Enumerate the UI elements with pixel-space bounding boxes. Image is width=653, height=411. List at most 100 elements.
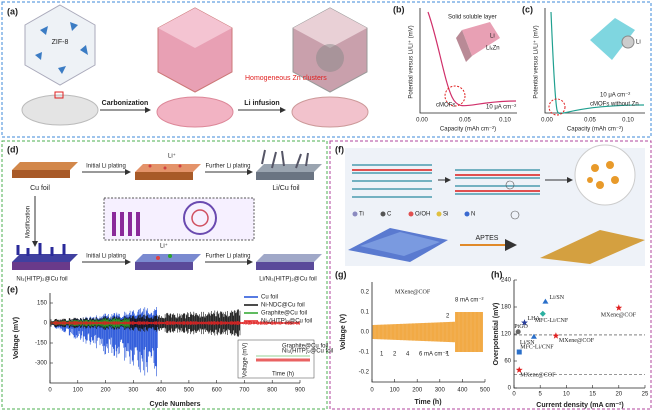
- point-label: Li/SN: [520, 340, 535, 346]
- x-tick-label: 700: [239, 388, 250, 394]
- illustration: [352, 164, 432, 198]
- x-tick-label: 100: [390, 388, 401, 394]
- illustration: [135, 254, 201, 262]
- illustration: [1, 1, 652, 138]
- illustration: [12, 254, 78, 262]
- illustration: Ti C O/OH Si N: [352, 211, 475, 218]
- point-label: LHA: [527, 316, 540, 322]
- illustration: [352, 169, 540, 192]
- legend-label: Si: [443, 212, 448, 218]
- illustration: [591, 164, 599, 172]
- label: Further Li plating: [205, 254, 250, 260]
- data-point: [552, 332, 560, 339]
- illustration: [70, 22, 78, 31]
- x-tick-label: 0: [48, 388, 52, 394]
- illustration: [611, 176, 619, 184]
- legend-dot: [436, 211, 442, 217]
- illustration: [168, 254, 172, 258]
- label: 0.10: [622, 118, 634, 124]
- point-label: MFC-Li/CNF: [520, 344, 554, 350]
- label: APTES: [476, 235, 499, 242]
- illustration: [574, 144, 636, 206]
- label: (h): [491, 269, 503, 279]
- illustration: [103, 197, 255, 241]
- label: Time (h): [272, 372, 294, 378]
- illustration: [58, 66, 66, 74]
- data-point: [530, 333, 537, 339]
- label: 0.10: [499, 118, 511, 124]
- label: Capacity (mAh cm⁻²): [440, 127, 496, 133]
- data-point: [542, 298, 549, 304]
- voltage-trace: [372, 312, 483, 352]
- data-point: [615, 304, 623, 311]
- illustration: [456, 30, 472, 62]
- illustration: [293, 8, 367, 48]
- illustration: [163, 166, 167, 170]
- illustration: [12, 162, 78, 170]
- label: Graphite@Cu foil: [282, 344, 328, 350]
- label: Current density (mA cm⁻²): [536, 402, 623, 409]
- x-tick-label: 800: [267, 388, 278, 394]
- label: Solid soluble layer: [448, 15, 497, 21]
- illustration: [12, 170, 70, 178]
- illustration: [35, 52, 42, 60]
- illustration: [329, 140, 652, 410]
- label: 1: [446, 352, 450, 358]
- label: cMOFs: [436, 103, 455, 109]
- label: Initial Li plating: [86, 254, 126, 260]
- illustration: [261, 149, 309, 169]
- illustration: [316, 44, 344, 72]
- point-label: MFC-Li/CNF: [535, 318, 569, 324]
- y-tick-label: 120: [501, 332, 512, 338]
- illustration: [360, 232, 440, 256]
- label: Cu foil: [30, 185, 50, 192]
- label: MXene@COF: [395, 289, 431, 295]
- label: Li/Ni₃(HITP)₂@Cu foil: [259, 277, 317, 283]
- point-label: MXene@COF: [559, 338, 595, 344]
- illustration: [505, 180, 520, 220]
- label: cMOFs without Zn: [590, 102, 639, 108]
- illustration: [158, 8, 232, 48]
- y-tick-label: -300: [35, 361, 48, 367]
- y-tick-label: 0: [508, 386, 512, 392]
- illustration: [256, 262, 314, 270]
- label: (f): [335, 144, 344, 154]
- illustration: [112, 212, 140, 236]
- label: (b): [393, 4, 405, 14]
- illustration: [12, 262, 70, 270]
- illustration: [183, 201, 217, 235]
- label: 0.05: [459, 118, 471, 124]
- legend-label: Ti: [359, 212, 364, 218]
- illustration: [191, 209, 209, 227]
- x-tick-label: 400: [156, 388, 167, 394]
- legend-label: Graphite@Cu foil: [261, 311, 307, 317]
- label: Voltage (mV): [13, 317, 20, 359]
- illustration: [587, 177, 593, 183]
- illustration: [419, 8, 517, 114]
- label: LiₓZn: [486, 46, 500, 52]
- label: 1: [380, 352, 384, 358]
- illustration: [590, 18, 635, 60]
- label: (c): [522, 4, 533, 14]
- label: Ni₃(HITP)₂@Cu foil: [282, 349, 333, 355]
- y-tick-label: -150: [35, 341, 48, 347]
- label: Li/Cu foil: [272, 185, 300, 192]
- illustration: [256, 254, 322, 262]
- illustration: [550, 11, 645, 115]
- label: Li: [490, 34, 495, 40]
- label: Li infusion: [244, 100, 279, 107]
- illustration: [540, 230, 645, 264]
- x-tick-label: 15: [589, 392, 596, 398]
- illustration: [128, 212, 132, 236]
- illustration: [156, 96, 234, 128]
- point-label: Li/SN: [549, 295, 564, 301]
- y-tick-label: 0.0: [361, 330, 370, 336]
- illustration: [54, 91, 64, 99]
- x-tick-label: 600: [212, 388, 223, 394]
- label: 8 mA cm⁻²: [455, 298, 484, 304]
- legend-label: O/OH: [415, 212, 430, 218]
- illustration: [427, 11, 517, 107]
- x-tick-label: 500: [184, 388, 195, 394]
- illustration: [510, 210, 520, 220]
- x-tick-label: 5: [539, 392, 543, 398]
